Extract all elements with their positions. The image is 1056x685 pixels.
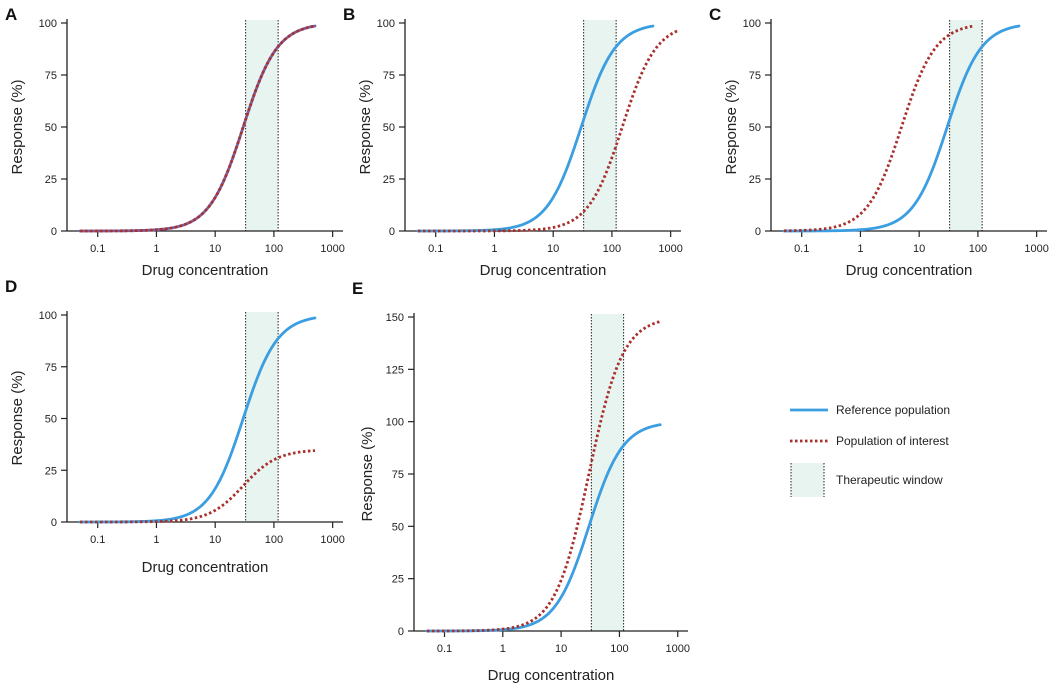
y-tick-label: 100 [39,18,57,30]
y-tick-label: 75 [45,362,57,374]
legend-interest-label: Population of interest [836,434,949,448]
x-axis-title: Drug concentration [480,262,607,279]
y-tick-label: 100 [39,310,57,322]
legend-reference-label: Reference population [836,403,950,417]
x-tick-label: 100 [603,243,621,255]
x-tick-label: 1 [153,534,159,546]
chart-panel-d: 0 25 50 75 100 0.1 1 10 100 1000 Drug concentratio… [5,277,345,576]
y-axis-title: Response (%) [723,79,740,174]
y-tick-label: 0 [389,226,395,238]
x-tick-label: 0.1 [437,643,452,655]
x-tick-label: 100 [265,243,283,255]
x-tick-label: 10 [547,243,559,255]
y-tick-label: 125 [386,364,404,376]
y-tick-label: 50 [45,414,57,426]
x-tick-label: 0.1 [90,243,105,255]
x-tick-label: 100 [969,243,987,255]
y-tick-label: 25 [45,174,57,186]
y-tick-label: 75 [45,70,57,82]
y-tick-label: 50 [45,122,57,134]
x-tick-label: 1000 [665,643,689,655]
chart-panel-e: 0 25 50 75 100 125 150 0.1 1 10 100 1000 Drug concen… [352,279,690,684]
y-tick-label: 100 [377,18,395,30]
y-tick-label: 75 [383,70,395,82]
x-tick-label: 1000 [658,243,682,255]
y-axis-title: Response (%) [9,370,26,465]
series-line-reference-population [78,316,317,524]
chart-panel-b: 0 25 50 75 100 0.1 1 10 100 1000 Drug concentratio… [343,5,683,279]
series-line-reference-population [782,24,1021,233]
y-tick-label: 25 [392,574,404,586]
y-tick-label: 0 [51,517,57,529]
legend: Reference population Population of inter… [790,403,950,497]
y-tick-label: 0 [398,626,404,638]
x-tick-label: 0.1 [90,534,105,546]
panel-letter: D [5,277,17,296]
x-tick-label: 0.1 [428,243,443,255]
panel-letter: C [709,5,721,24]
series-line-population-of-interest [426,320,661,633]
y-tick-label: 50 [749,122,761,134]
series-line-reference-population [78,24,317,233]
panel-letter: A [5,5,17,24]
y-axis-title: Response (%) [357,79,374,174]
series-line-reference-population [416,24,655,233]
y-tick-label: 75 [749,70,761,82]
series-line-population-of-interest [783,24,973,233]
x-tick-label: 1 [491,243,497,255]
y-tick-label: 75 [392,469,404,481]
x-tick-label: 100 [610,643,628,655]
y-axis-title: Response (%) [359,426,376,521]
y-tick-label: 50 [392,521,404,533]
y-tick-label: 100 [386,417,404,429]
x-tick-label: 1 [153,243,159,255]
x-axis-title: Drug concentration [142,559,269,576]
panel-letter: B [343,5,355,24]
x-tick-label: 1000 [320,243,344,255]
x-axis-title: Drug concentration [846,262,973,279]
series-line-population-of-interest [80,24,316,233]
x-tick-label: 100 [265,534,283,546]
x-tick-label: 10 [209,243,221,255]
x-tick-label: 10 [209,534,221,546]
series-line-reference-population [425,423,662,633]
y-axis-title: Response (%) [9,79,26,174]
legend-window-label: Therapeutic window [836,473,943,487]
y-tick-label: 25 [749,174,761,186]
series-line-population-of-interest [80,449,316,524]
panel-letter: E [352,279,363,298]
series-line-population-of-interest [418,29,678,233]
y-tick-label: 0 [51,226,57,238]
chart-panel-a: 0 25 50 75 100 0.1 1 10 100 1000 Drug concentratio… [5,5,345,279]
y-tick-label: 150 [386,312,404,324]
legend-window-swatch [790,463,825,497]
x-axis-title: Drug concentration [488,667,615,684]
x-tick-label: 10 [913,243,925,255]
y-tick-label: 100 [743,18,761,30]
chart-panel-c: 0 25 50 75 100 0.1 1 10 100 1000 Drug concentratio… [709,5,1049,279]
y-tick-label: 25 [45,465,57,477]
x-tick-label: 10 [555,643,567,655]
x-tick-label: 1000 [320,534,344,546]
x-tick-label: 0.1 [794,243,809,255]
y-tick-label: 25 [383,174,395,186]
x-tick-label: 1000 [1024,243,1048,255]
x-tick-label: 1 [857,243,863,255]
y-tick-label: 50 [383,122,395,134]
x-axis-title: Drug concentration [142,262,269,279]
y-tick-label: 0 [755,226,761,238]
x-tick-label: 1 [500,643,506,655]
